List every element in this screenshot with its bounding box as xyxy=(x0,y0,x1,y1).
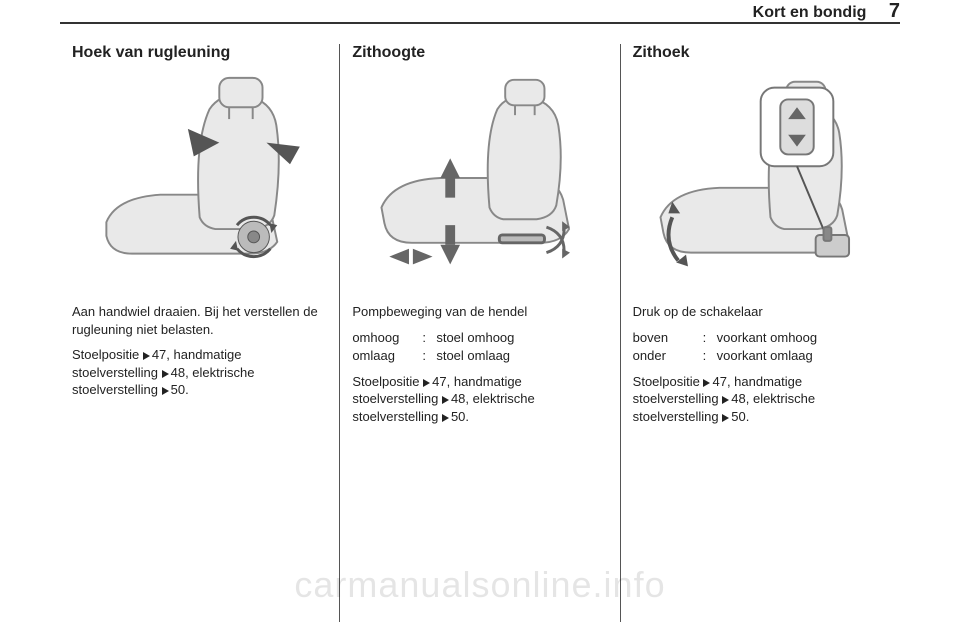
col3-heading: Zithoek xyxy=(633,44,888,62)
columns: Hoek van rugleuning xyxy=(60,44,900,622)
list-item: boven : voorkant omhoog xyxy=(633,329,888,347)
xref-icon: 50 xyxy=(162,382,185,397)
col3-intro: Druk op de schakelaar xyxy=(633,303,888,321)
xref-icon: 47 xyxy=(423,374,446,389)
def-term: onder xyxy=(633,347,703,365)
col3-defs: boven : voorkant omhoog onder : voorkant… xyxy=(633,329,888,365)
col1-ref1: 47 xyxy=(152,347,166,362)
col2-defs: omhoog : stoel omhoog omlaag : stoel oml… xyxy=(352,329,607,365)
list-item: omlaag : stoel omlaag xyxy=(352,347,607,365)
list-item: omhoog : stoel omhoog xyxy=(352,329,607,347)
def-colon: : xyxy=(703,329,717,347)
col1-ref3: 50 xyxy=(171,382,185,397)
col2-heading: Zithoogte xyxy=(352,44,607,62)
page-number: 7 xyxy=(889,0,900,22)
def-term: omlaag xyxy=(352,347,422,365)
col1-ref-prefix1: Stoelpositie xyxy=(72,347,143,362)
col2-refs: Stoelpositie 47, handmatige stoelverstel… xyxy=(352,373,607,426)
def-colon: : xyxy=(703,347,717,365)
col3-ref2: 48 xyxy=(731,391,745,406)
running-header: Kort en bondig 7 xyxy=(753,0,900,23)
def-term: boven xyxy=(633,329,703,347)
col1-heading: Hoek van rugleuning xyxy=(72,44,327,62)
def-value: stoel omhoog xyxy=(436,329,514,347)
xref-icon: 48 xyxy=(722,391,745,406)
xref-icon: 50 xyxy=(442,409,465,424)
col3-ref1: 47 xyxy=(712,374,726,389)
col2-ref-prefix1: Stoelpositie xyxy=(352,374,423,389)
col1-ref-suffix: . xyxy=(185,382,189,397)
section-title: Kort en bondig xyxy=(753,4,867,21)
header-rule xyxy=(60,22,900,24)
seat-tilt-figure xyxy=(633,68,888,288)
col2-intro: Pompbeweging van de hendel xyxy=(352,303,607,321)
xref-icon: 47 xyxy=(703,374,726,389)
seat-backrest-figure xyxy=(72,68,327,288)
def-term: omhoog xyxy=(352,329,422,347)
column-1: Hoek van rugleuning xyxy=(60,44,339,622)
xref-icon: 48 xyxy=(442,391,465,406)
col3-ref-prefix1: Stoelpositie xyxy=(633,374,704,389)
def-colon: : xyxy=(422,347,436,365)
xref-icon: 50 xyxy=(722,409,745,424)
col2-ref2: 48 xyxy=(451,391,465,406)
col3-refs: Stoelpositie 47, handmatige stoelverstel… xyxy=(633,373,888,426)
xref-icon: 47 xyxy=(143,347,166,362)
def-colon: : xyxy=(422,329,436,347)
page: Kort en bondig 7 Hoek van rugleuning xyxy=(0,0,960,642)
col2-ref-suffix: . xyxy=(465,409,469,424)
col2-ref1: 47 xyxy=(432,374,446,389)
list-item: onder : voorkant omlaag xyxy=(633,347,888,365)
seat-height-figure xyxy=(352,68,607,288)
def-value: voorkant omlaag xyxy=(717,347,813,365)
col2-ref3: 50 xyxy=(451,409,465,424)
xref-icon: 48 xyxy=(162,365,185,380)
col3-ref3: 50 xyxy=(731,409,745,424)
col3-ref-suffix: . xyxy=(746,409,750,424)
def-value: voorkant omhoog xyxy=(717,329,817,347)
def-value: stoel omlaag xyxy=(436,347,510,365)
col1-refs: Stoelpositie 47, handmatige stoelverstel… xyxy=(72,346,327,399)
col1-text: Aan handwiel draaien. Bij het verstellen… xyxy=(72,303,327,338)
column-2: Zithoogte xyxy=(340,44,619,622)
col1-ref2: 48 xyxy=(171,365,185,380)
column-3: Zithoek xyxy=(621,44,900,622)
